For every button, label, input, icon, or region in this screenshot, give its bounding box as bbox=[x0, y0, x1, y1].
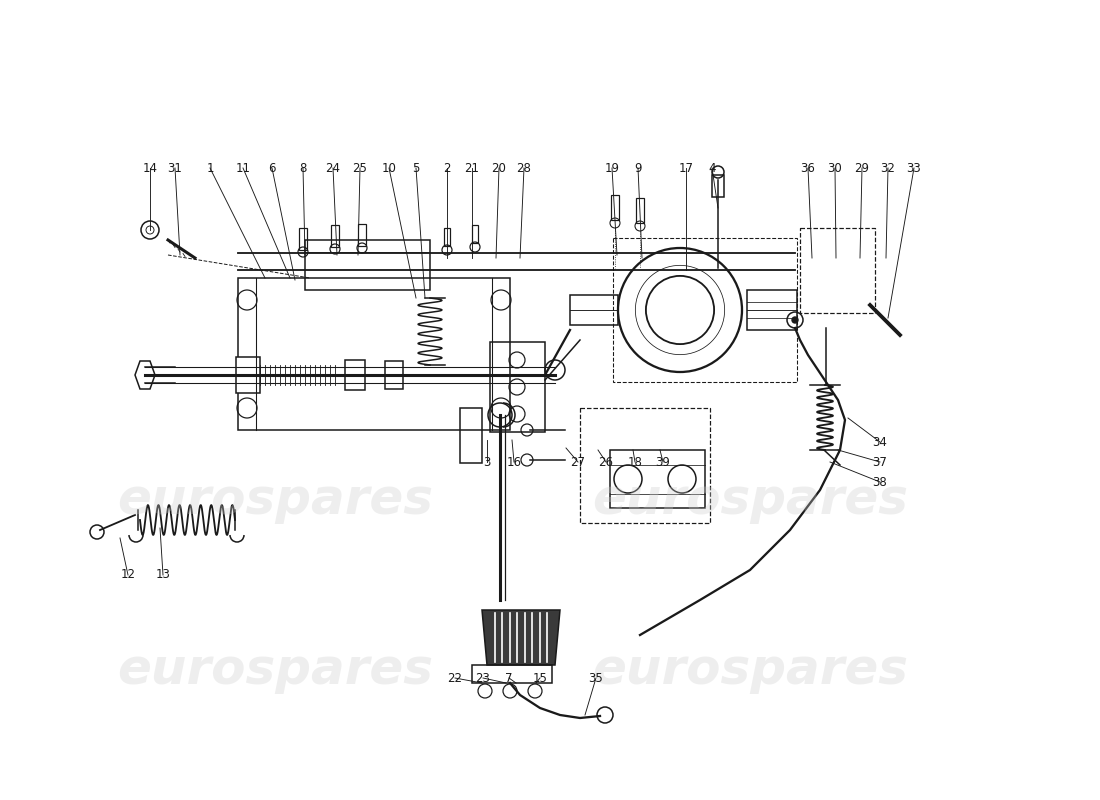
Text: 7: 7 bbox=[505, 671, 513, 685]
Text: 18: 18 bbox=[628, 455, 642, 469]
Text: eurospares: eurospares bbox=[592, 646, 908, 694]
Text: 28: 28 bbox=[517, 162, 531, 174]
Text: 27: 27 bbox=[571, 455, 585, 469]
Text: 15: 15 bbox=[532, 671, 548, 685]
Text: 29: 29 bbox=[855, 162, 869, 174]
Text: 31: 31 bbox=[167, 162, 183, 174]
Text: 34: 34 bbox=[872, 435, 888, 449]
Text: 1: 1 bbox=[207, 162, 213, 174]
Circle shape bbox=[792, 317, 798, 323]
Text: 32: 32 bbox=[881, 162, 895, 174]
Text: 13: 13 bbox=[155, 569, 170, 582]
Text: 6: 6 bbox=[268, 162, 276, 174]
Text: 9: 9 bbox=[635, 162, 641, 174]
Text: 21: 21 bbox=[464, 162, 480, 174]
Text: eurospares: eurospares bbox=[117, 476, 433, 524]
Text: 14: 14 bbox=[143, 162, 157, 174]
Text: 8: 8 bbox=[299, 162, 307, 174]
Text: eurospares: eurospares bbox=[592, 476, 908, 524]
Text: 11: 11 bbox=[235, 162, 251, 174]
Text: 17: 17 bbox=[679, 162, 693, 174]
Text: 10: 10 bbox=[382, 162, 396, 174]
Text: 2: 2 bbox=[443, 162, 451, 174]
Text: 36: 36 bbox=[801, 162, 815, 174]
Polygon shape bbox=[482, 610, 560, 665]
Text: 5: 5 bbox=[412, 162, 420, 174]
Text: 23: 23 bbox=[475, 671, 491, 685]
Text: 20: 20 bbox=[492, 162, 506, 174]
Text: 39: 39 bbox=[656, 455, 670, 469]
Text: 24: 24 bbox=[326, 162, 341, 174]
Text: 38: 38 bbox=[872, 475, 888, 489]
FancyBboxPatch shape bbox=[385, 361, 403, 389]
Text: 37: 37 bbox=[872, 455, 888, 469]
Text: 30: 30 bbox=[827, 162, 843, 174]
Text: 25: 25 bbox=[353, 162, 367, 174]
Text: 26: 26 bbox=[598, 455, 614, 469]
Text: 12: 12 bbox=[121, 569, 135, 582]
FancyBboxPatch shape bbox=[345, 360, 365, 390]
Text: 33: 33 bbox=[906, 162, 922, 174]
Text: 16: 16 bbox=[506, 455, 521, 469]
Text: eurospares: eurospares bbox=[117, 646, 433, 694]
FancyBboxPatch shape bbox=[236, 357, 260, 393]
Text: 4: 4 bbox=[708, 162, 716, 174]
Text: 3: 3 bbox=[483, 455, 491, 469]
Text: 35: 35 bbox=[588, 671, 604, 685]
Text: 19: 19 bbox=[605, 162, 619, 174]
Text: 22: 22 bbox=[448, 671, 462, 685]
